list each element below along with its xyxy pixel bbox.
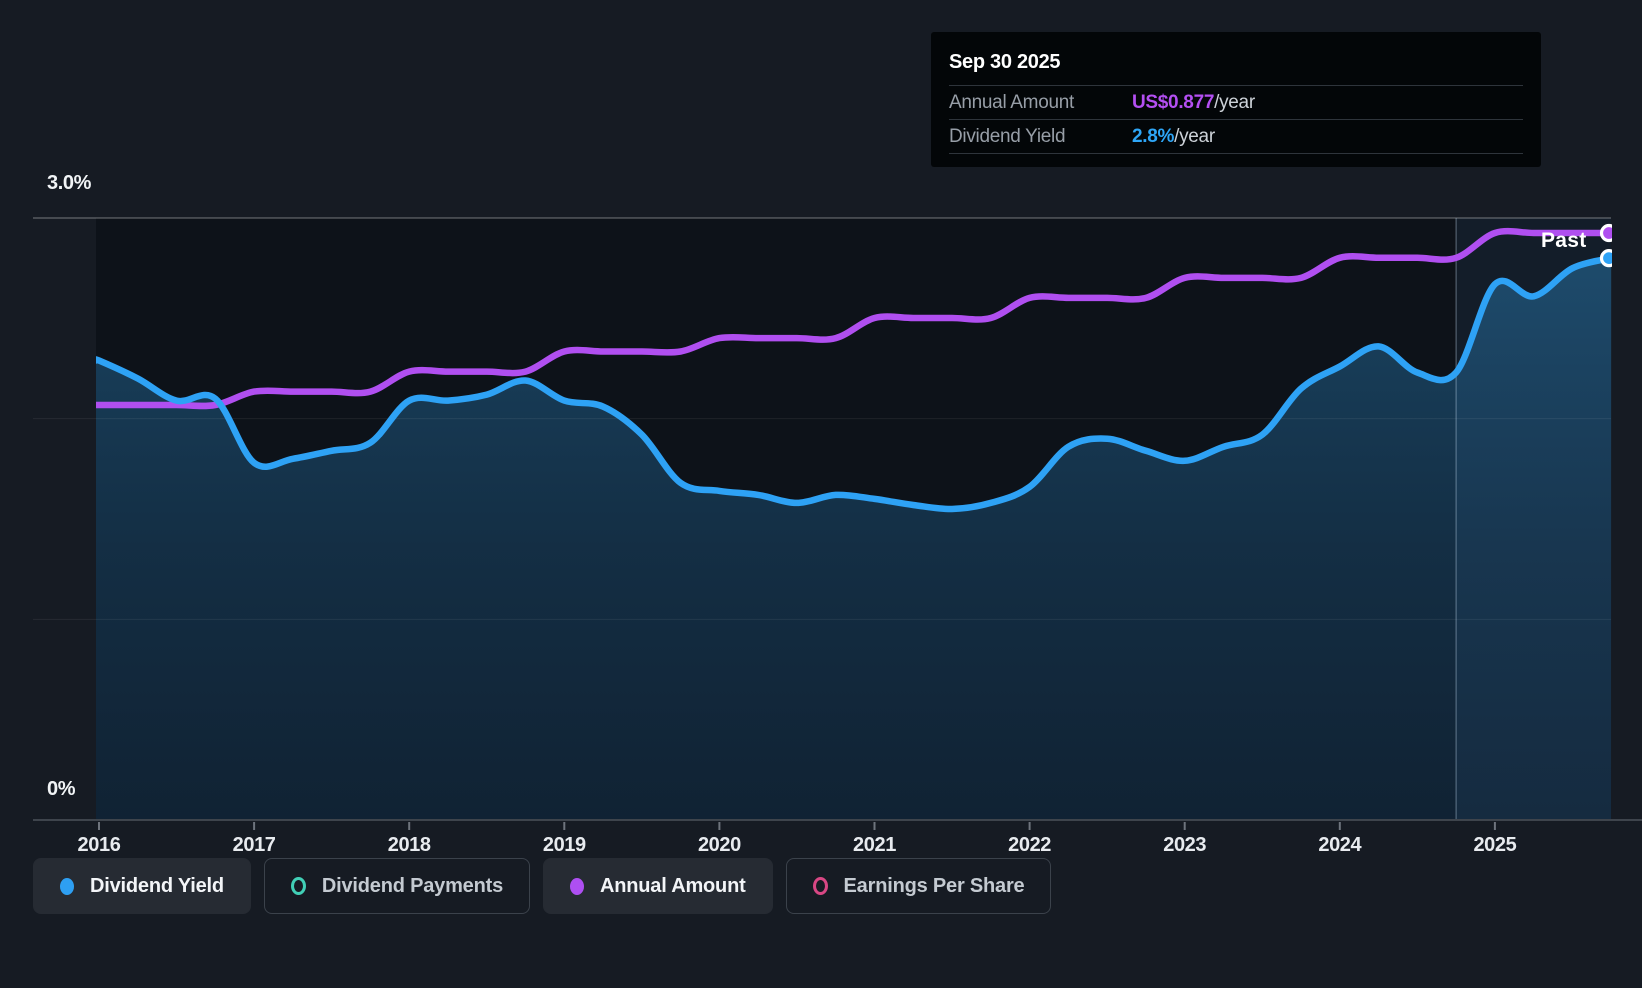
dividend-yield-swatch-icon <box>60 877 74 895</box>
past-region-label: Past <box>1541 229 1587 252</box>
legend-label: Dividend Yield <box>90 874 224 897</box>
x-axis-label: 2025 <box>1473 834 1517 856</box>
amount-line <box>96 227 1612 410</box>
tooltip-suffix: /year <box>1214 91 1255 113</box>
earnings-per-share-swatch-icon <box>812 877 828 895</box>
legend-toggle-dividend-yield[interactable]: Dividend Yield <box>33 858 251 914</box>
chart-tooltip: Sep 30 2025 Annual Amount US$0.877 /year… <box>931 32 1541 167</box>
tooltip-label: Dividend Yield <box>949 125 1066 147</box>
tooltip-label: Annual Amount <box>949 91 1074 113</box>
x-axis-label: 2021 <box>853 834 896 856</box>
legend-label: Dividend Payments <box>321 874 504 897</box>
y-axis-label-max: 3.0% <box>47 172 91 194</box>
legend-label: Earnings Per Share <box>843 874 1025 897</box>
tooltip-suffix: /year <box>1174 125 1215 147</box>
x-axis-label: 2022 <box>1008 834 1052 856</box>
dividend-payments-swatch-icon <box>290 877 306 895</box>
tooltip-bottom-rule <box>949 153 1523 167</box>
x-axis-label: 2016 <box>77 834 121 856</box>
tooltip-date: Sep 30 2025 <box>949 51 1061 73</box>
x-axis-label: 2019 <box>542 834 586 856</box>
x-axis-label: 2018 <box>387 834 431 856</box>
tooltip-row-dividend-yield: Dividend Yield 2.8% /year <box>949 119 1523 153</box>
y-axis-label-min: 0% <box>47 778 76 800</box>
legend: Dividend Yield Dividend Payments Annual … <box>33 858 1052 914</box>
yield-endpoint-marker[interactable] <box>1599 249 1617 268</box>
x-axis-label: 2017 <box>232 834 276 856</box>
tooltip-row-annual-amount: Annual Amount US$0.877 /year <box>949 85 1523 119</box>
legend-toggle-dividend-payments[interactable]: Dividend Payments <box>263 858 531 914</box>
tooltip-value-annual-amount: US$0.877 <box>1132 91 1215 113</box>
x-axis-label: 2020 <box>697 834 741 856</box>
x-axis-label: 2024 <box>1318 834 1362 856</box>
x-axis-label: 2023 <box>1163 834 1207 856</box>
amount-endpoint-marker[interactable] <box>1599 223 1617 243</box>
legend-toggle-annual-amount[interactable]: Annual Amount <box>543 858 773 914</box>
legend-toggle-earnings-per-share[interactable]: Earnings Per Share <box>785 858 1052 914</box>
legend-label: Annual Amount <box>600 874 746 897</box>
yield-line <box>96 254 1612 513</box>
annual-amount-swatch-icon <box>570 877 585 895</box>
tooltip-value-dividend-yield: 2.8% <box>1132 125 1175 147</box>
